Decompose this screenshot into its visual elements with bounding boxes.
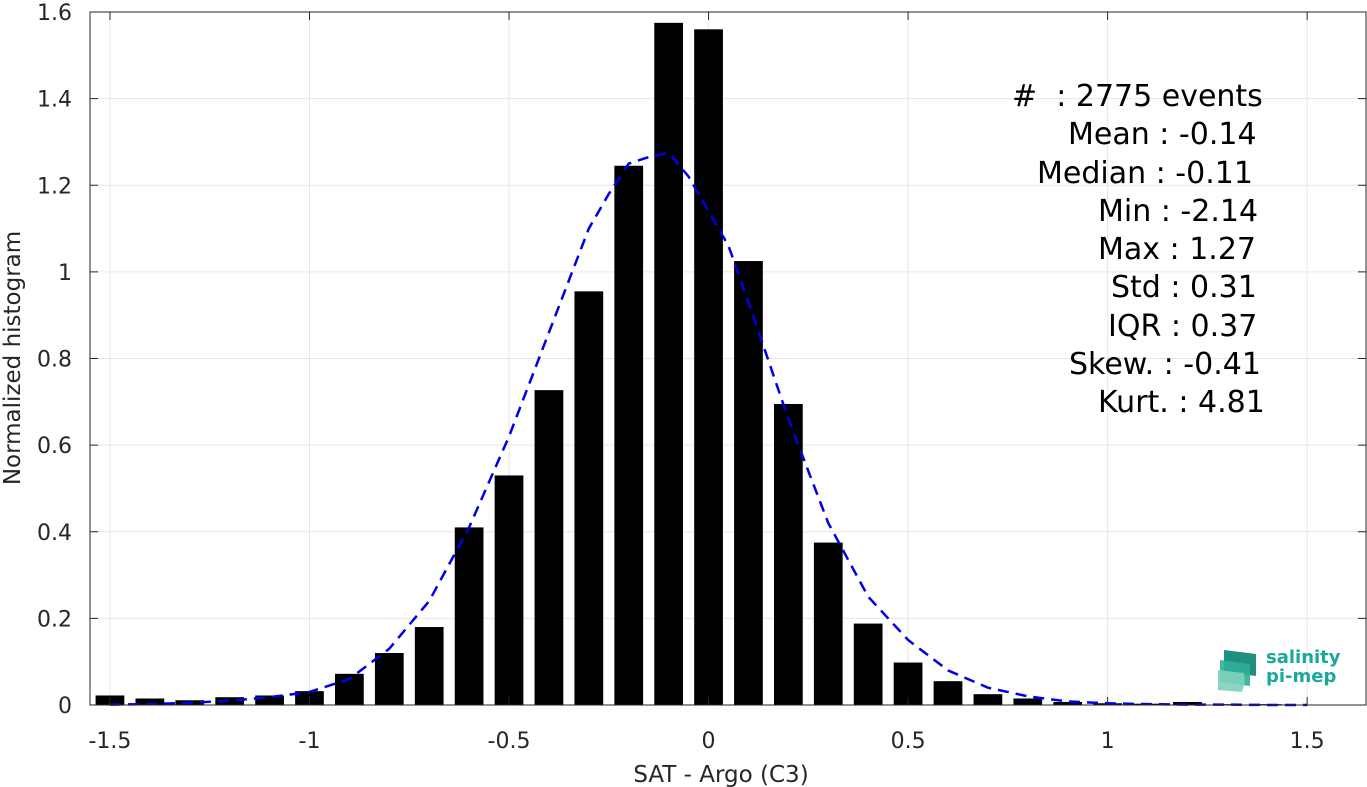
stat-kurt: Kurt. : 4.81	[1098, 385, 1265, 421]
histogram-bar	[454, 527, 484, 705]
stat-median: Median : -0.11	[1037, 155, 1253, 191]
x-tick-label: -1	[299, 729, 321, 754]
y-tick-label: 0.2	[37, 607, 72, 632]
histogram-bar	[694, 29, 723, 705]
y-axis-label: Normalized histogram	[0, 231, 26, 485]
x-axis-label: SAT - Argo (C3)	[633, 762, 808, 787]
statistics-box: # : 2775 events Mean : -0.14 Median : -0…	[940, 78, 1280, 423]
fit-curve	[109, 151, 1308, 707]
stat-max: Max : 1.27	[1098, 232, 1256, 268]
histogram-bar	[574, 291, 604, 705]
histogram-bar	[813, 542, 843, 705]
y-tick-label: 0.8	[37, 348, 72, 373]
histogram-bar	[853, 623, 883, 705]
histogram-bar	[973, 694, 1003, 705]
x-tick-label: -1.5	[88, 729, 131, 754]
y-tick-label: 1.6	[37, 1, 72, 26]
x-tick-label: 1	[1101, 729, 1115, 754]
histogram-bar	[414, 627, 444, 705]
histogram-bar	[255, 695, 284, 705]
stat-std: Std : 0.31	[1111, 270, 1257, 306]
x-tick-label: 0	[702, 729, 716, 754]
x-tick-label: -0.5	[488, 729, 531, 754]
histogram-bar	[534, 390, 564, 705]
y-tick-label: 0.6	[37, 434, 72, 459]
histogram-bar	[933, 681, 963, 705]
histogram-bar	[654, 22, 684, 705]
x-axis: -1.5 -1 -0.5 0 0.5 1 1.5	[88, 12, 1325, 754]
y-tick-label: 0.4	[37, 521, 72, 546]
histogram-bar	[1013, 698, 1043, 705]
y-tick-label: 1.2	[37, 174, 72, 199]
stat-iqr: IQR : 0.37	[1108, 308, 1258, 344]
salinity-waves-icon	[1218, 650, 1256, 692]
logo-line-1: salinity	[1266, 647, 1341, 668]
stat-skew: Skew. : -0.41	[1069, 347, 1261, 383]
y-axis: 0 0.2 0.4 0.6 0.8 1 1.2 1.4 1.6	[37, 1, 1366, 719]
x-tick-label: 0.5	[891, 729, 926, 754]
y-tick-label: 1	[58, 261, 72, 286]
y-tick-label: 0	[58, 694, 72, 719]
bars	[95, 22, 1322, 705]
stat-mean: Mean : -0.14	[1068, 117, 1257, 153]
stat-min: Min : -2.14	[1098, 193, 1259, 229]
logo-line-2: pi-mep	[1266, 666, 1337, 687]
histogram-bar	[135, 698, 165, 705]
x-tick-label: 1.5	[1290, 729, 1325, 754]
histogram-bar	[494, 475, 524, 705]
stat-events: # : 2775 events	[1012, 79, 1263, 114]
histogram-bar	[734, 261, 763, 705]
y-tick-label: 1.4	[37, 88, 72, 113]
histogram-bar	[773, 403, 803, 705]
salinity-pi-mep-logo: salinity pi-mep	[1216, 646, 1346, 696]
histogram-bar	[374, 653, 404, 705]
histogram-bar	[215, 697, 245, 705]
histogram-bar	[1053, 701, 1083, 705]
grid	[90, 11, 1367, 706]
histogram-bar	[614, 165, 644, 705]
